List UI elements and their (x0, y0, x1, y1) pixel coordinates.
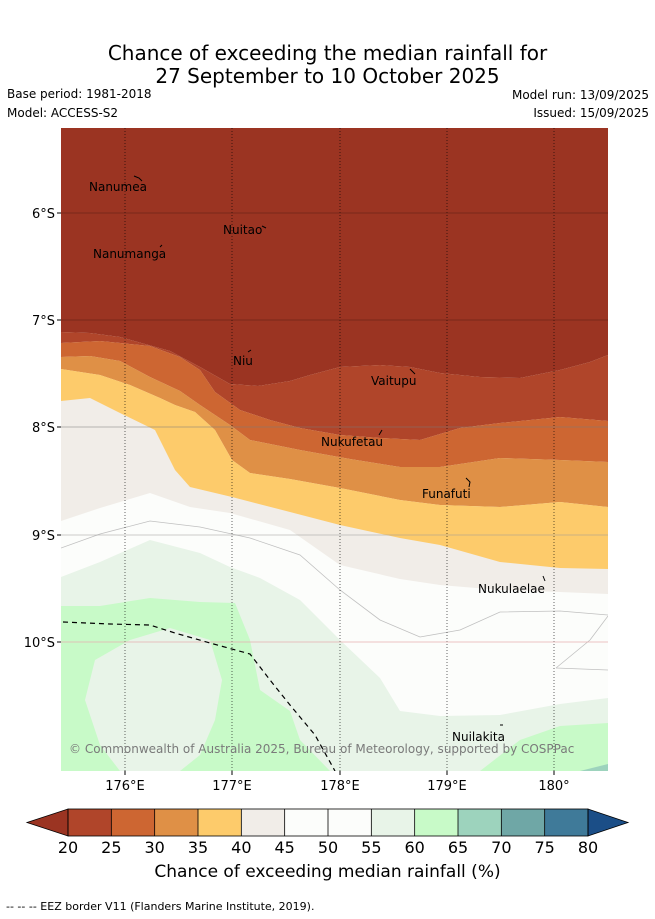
colorbar-tick-label: 40 (231, 838, 251, 857)
island-label-funafuti: Funafuti (422, 487, 471, 501)
island-label-nanumea: Nanumea (89, 180, 147, 194)
colorbar-swatch (111, 809, 156, 836)
base-period-label: Base period: 1981-2018 (7, 87, 152, 101)
lon-tick-label: 177°E (212, 779, 252, 794)
island-label-nuilakita: Nuilakita (452, 730, 505, 744)
colorbar-swatch (241, 809, 286, 836)
band-35-40 (61, 369, 608, 569)
island-label-niu: Niu (233, 354, 253, 368)
lon-tick-label: 180° (538, 779, 569, 794)
band-30-35 (61, 356, 608, 507)
colorbar-swatch (371, 809, 416, 836)
band-55-60-inner (85, 628, 222, 771)
model-label: Model: ACCESS-S2 (7, 106, 119, 120)
colorbar-swatch (458, 809, 502, 836)
island-label-nukufetau: Nukufetau (321, 435, 383, 449)
colorbar-swatch (328, 809, 372, 836)
eez-border-legend: -- -- -- EEZ border V11 (Flanders Marine… (6, 900, 315, 913)
colorbar-tick-label: 20 (58, 838, 78, 857)
colorbar-tick-label: 60 (404, 838, 424, 857)
island-label-nukulaelae: Nukulaelae (478, 582, 545, 596)
grid-lines (61, 128, 608, 771)
colorbar: 20 25 30 35 40 45 50 55 60 65 70 75 80 (25, 808, 630, 857)
lat-tick-label: 6°S (32, 207, 55, 222)
island-shapes (133, 175, 546, 726)
lat-tick-label: 7°S (32, 314, 55, 329)
lat-tick-label: 10°S (24, 636, 55, 651)
lon-tick-label: 176°E (105, 779, 145, 794)
model-run-label: Model run: 13/09/2025 (511, 88, 649, 102)
colorbar-title: Chance of exceeding median rainfall (%) (154, 862, 501, 882)
colorbar-tick-label: 70 (491, 838, 511, 857)
island-label-nuitao: Nuitao (223, 223, 262, 237)
colorbar-swatch (414, 809, 459, 836)
colorbar-swatch (501, 809, 546, 836)
colorbar-swatch (198, 809, 242, 836)
colorbar-tick-label: 75 (534, 838, 554, 857)
colorbar-under-arrow (25, 808, 69, 837)
band-below-20 (61, 128, 608, 386)
colorbar-tick-label: 35 (188, 838, 208, 857)
lat-tick-label: 8°S (32, 421, 55, 436)
colorbar-over-arrow (587, 808, 630, 837)
colorbar-swatch (68, 809, 112, 836)
colorbar-tick-label: 25 (101, 838, 121, 857)
band-25-30 (61, 341, 608, 467)
colorbar-tick-label: 65 (448, 838, 468, 857)
issued-label: Issued: 15/09/2025 (533, 106, 649, 120)
copyright-notice: © Commonwealth of Australia 2025, Bureau… (69, 742, 574, 756)
colorbar-swatch (544, 809, 589, 836)
colorbar-tick-label: 55 (361, 838, 381, 857)
colorbar-tick-label: 80 (578, 838, 598, 857)
band-20-25 (61, 332, 608, 440)
chart-title-line1: Chance of exceeding the median rainfall … (107, 41, 548, 65)
island-label-nanumanga: Nanumanga (93, 247, 166, 261)
colorbar-tick-label: 50 (318, 838, 338, 857)
band-65-70 (580, 764, 608, 771)
lon-tick-label: 178°E (320, 779, 360, 794)
contour-layers (61, 128, 608, 771)
colorbar-tick-label: 30 (144, 838, 164, 857)
lat-tick-label: 9°S (32, 529, 55, 544)
chart-title-line2: 27 September to 10 October 2025 (155, 64, 500, 88)
colorbar-swatch (154, 809, 199, 836)
eez-border-line (62, 621, 336, 771)
lon-tick-label: 179°E (427, 779, 467, 794)
colorbar-tick-label: 45 (274, 838, 294, 857)
band-60-65-east (480, 723, 608, 771)
island-label-vaitupu: Vaitupu (371, 374, 417, 388)
colorbar-swatch (284, 809, 329, 836)
